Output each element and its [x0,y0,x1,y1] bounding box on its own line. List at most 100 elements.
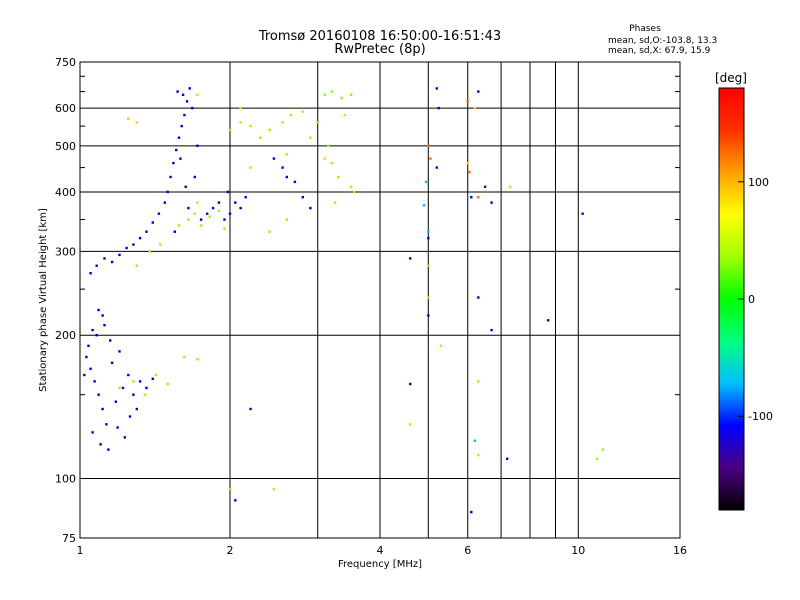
data-point [180,124,183,128]
data-point [239,106,242,110]
data-point [439,344,443,347]
data-point [427,230,430,233]
data-point [285,218,288,221]
data-point [127,373,130,377]
data-point [424,180,428,184]
data-point [249,166,252,169]
data-point [337,175,340,179]
y-axis: 75 100 200 300 400 500 600 750 [55,56,680,545]
data-point [97,393,100,396]
data-point [118,253,121,257]
data-point [101,407,104,411]
data-point [121,386,125,390]
data-point [333,201,337,204]
data-point [323,93,326,96]
data-point [409,423,412,426]
data-point [234,201,237,204]
data-point [116,426,119,429]
data-point [547,319,550,322]
data-point [285,153,288,156]
data-point [259,136,262,139]
data-point [157,212,161,215]
data-point [187,218,190,221]
data-point [301,196,304,199]
data-point [595,457,599,460]
data-point [135,264,138,267]
data-point [477,453,480,457]
data-point [95,264,98,267]
data-point [422,204,426,207]
data-point [473,106,476,110]
data-point [293,180,297,184]
data-point [217,209,221,213]
y-tick-label: 400 [55,186,76,199]
data-point [330,161,333,165]
data-point [234,499,237,502]
data-point [135,407,138,411]
data-point [173,230,176,233]
data-point [169,175,172,179]
data-point [93,380,96,383]
data-point [196,144,199,147]
data-point [103,257,106,260]
data-point [409,382,412,386]
data-point [330,90,333,93]
data-point [466,161,469,165]
data-point [177,136,181,139]
stats-line-x: mean, sd,X: 67.9, 15.9 [608,46,711,56]
data-point [132,380,135,383]
data-point [103,324,106,327]
data-point [239,121,242,124]
data-point [199,224,203,227]
data-point [228,212,232,215]
data-point [105,423,108,426]
data-point [99,443,102,446]
colorbar-tick-label: -100 [748,410,773,423]
y-tick-label: 100 [55,473,76,486]
data-point [176,90,179,93]
data-point [477,90,480,93]
x-axis-label: Frequency [MHz] [338,559,422,570]
data-point [268,230,271,233]
data-point [228,128,232,132]
data-point [244,196,247,199]
data-point [89,272,92,275]
data-point [272,487,276,491]
data-point [601,448,604,451]
data-point [151,377,154,380]
data-point [151,221,154,224]
data-point [145,230,148,233]
data-point [109,339,112,342]
data-point [95,334,98,337]
data-point [509,185,512,188]
data-point [272,157,276,160]
data-point [172,161,175,165]
stats-line-o: mean, sd,O:-103.8, 13.3 [608,36,717,46]
data-point [208,215,211,218]
data-point [184,185,187,188]
data-point [145,386,148,390]
x-tick-label: 16 [673,544,687,557]
x-tick-label: 1 [77,544,84,557]
data-point [226,190,229,194]
data-point [125,246,128,250]
x-tick-label: 4 [377,544,384,557]
data-point [477,380,480,383]
stats-heading: Phases [629,24,661,34]
data-point [223,227,226,230]
data-point [118,350,121,353]
data-point [483,185,487,188]
data-point [138,236,142,240]
data-point [309,136,312,139]
data-point [435,166,438,169]
data-point [166,382,169,386]
data-point [435,87,438,90]
data-point [135,121,138,124]
data-point [114,400,117,403]
data-point [217,201,221,204]
data-point [128,415,132,418]
colorbar-label: [deg] [715,71,747,85]
data-point [101,314,104,317]
colorbar-tick-label: 100 [748,176,769,189]
